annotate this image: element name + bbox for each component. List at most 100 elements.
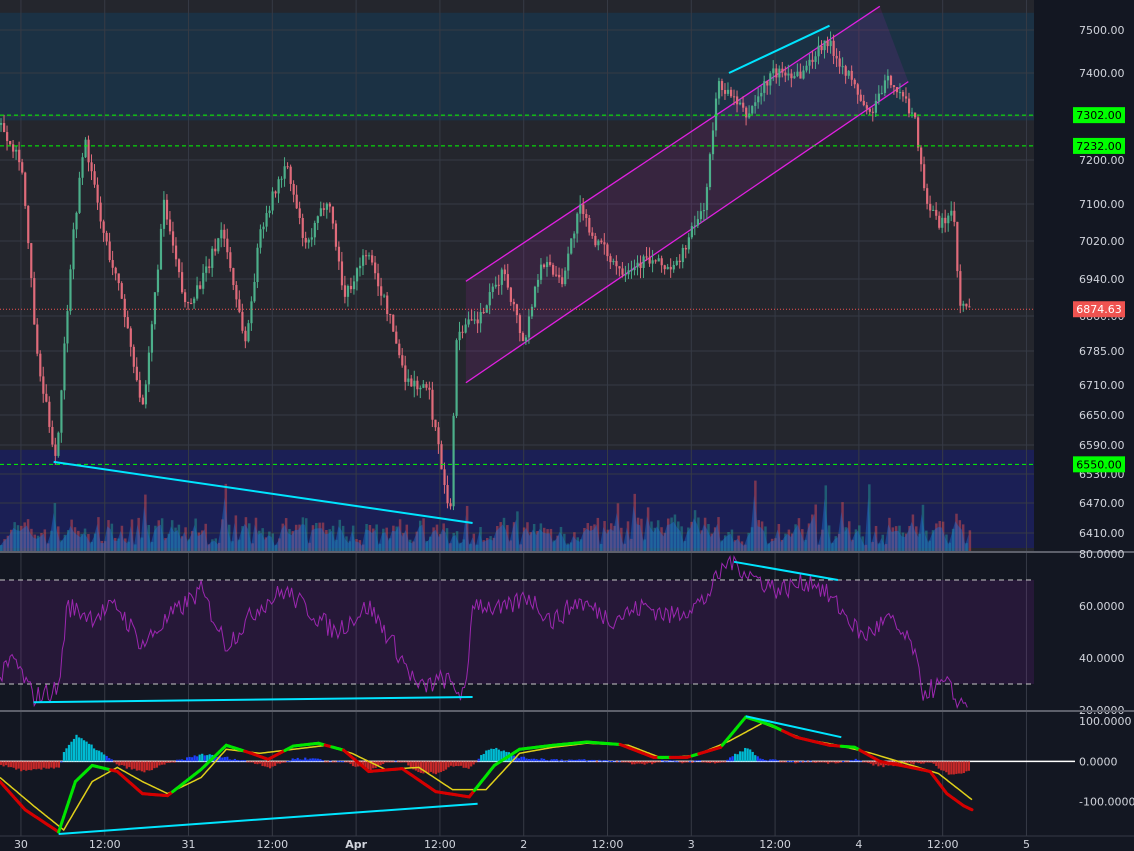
time-tick-label: 12:00 <box>89 838 121 851</box>
volume-bar <box>46 543 50 551</box>
volume-bar <box>251 543 254 551</box>
volume-bar <box>660 527 663 551</box>
histogram-bar <box>253 761 257 764</box>
candle-body <box>126 317 129 329</box>
volume-bar <box>147 525 150 551</box>
volume-bar <box>958 520 962 551</box>
volume-bar <box>30 528 33 551</box>
candle-body <box>437 427 440 445</box>
candle-body <box>624 274 627 276</box>
volume-bar <box>764 526 767 551</box>
candle-body <box>672 264 675 270</box>
candle-body <box>603 242 606 245</box>
volume-bar <box>791 533 794 551</box>
volume-bar <box>351 525 355 551</box>
candle-body <box>310 237 313 240</box>
candle-body <box>461 331 464 333</box>
candle-body <box>904 96 908 99</box>
histogram-bar <box>500 751 503 762</box>
histogram-bar <box>173 761 176 763</box>
candle-body <box>337 246 341 262</box>
volume-bar <box>87 534 90 551</box>
candle-body <box>253 281 256 302</box>
candle-body <box>564 270 567 285</box>
histogram-bar <box>394 760 397 762</box>
histogram-bar <box>143 761 146 773</box>
histogram-bar <box>610 760 614 762</box>
volume-bar <box>137 517 140 551</box>
candle-body <box>726 89 730 94</box>
histogram-bar <box>341 761 345 763</box>
candle-body <box>579 204 582 214</box>
candle-body <box>277 179 280 194</box>
candle-body <box>956 221 959 272</box>
candle-body <box>358 265 362 269</box>
volume-bar <box>566 543 569 551</box>
time-axis[interactable]: 30 12:00 31 12:00 Apr 12:00 2 12:00 3 12:00 4 12:00… <box>0 835 1134 851</box>
volume-bar <box>341 525 345 551</box>
histogram-bar <box>422 761 425 774</box>
histogram-bar <box>502 750 505 762</box>
volume-bar <box>382 528 385 551</box>
histogram-bar <box>535 759 538 762</box>
candle-body <box>69 269 72 312</box>
histogram-bar <box>87 743 91 762</box>
volume-bar <box>586 523 590 551</box>
candle-body <box>180 272 184 293</box>
candle-body <box>66 311 69 344</box>
volume-bar <box>801 529 804 551</box>
volume-bar <box>794 524 797 551</box>
histogram-bar <box>155 761 159 768</box>
candle-body <box>582 204 585 215</box>
candle-body <box>313 222 316 238</box>
candle-body <box>18 149 21 163</box>
volume-bar <box>83 528 87 551</box>
candle-body <box>639 262 642 268</box>
histogram-bar <box>437 761 440 773</box>
volume-bar <box>522 527 526 551</box>
histogram-bar <box>713 761 717 764</box>
time-tick-label: 12:00 <box>424 838 456 851</box>
histogram-bar <box>625 761 629 763</box>
candle-body <box>850 70 853 80</box>
histogram-bar <box>744 747 747 762</box>
volume-bar <box>744 544 747 551</box>
candle-body <box>856 84 859 95</box>
volume-bar <box>610 523 613 551</box>
histogram-bar <box>746 748 749 762</box>
candle-body <box>944 217 947 224</box>
volume-bar <box>365 523 368 551</box>
price-trendlines <box>53 24 830 524</box>
histogram-bar <box>60 761 63 763</box>
histogram-bar <box>75 734 78 762</box>
histogram-bar <box>542 758 546 762</box>
candle-body <box>663 265 666 270</box>
volume-bar <box>797 518 801 551</box>
volume-bar <box>170 520 174 551</box>
histogram-bar <box>256 761 259 765</box>
candle-body <box>307 239 310 243</box>
histogram-bar <box>314 758 317 762</box>
volume-bar <box>878 543 881 551</box>
histogram-bar <box>392 761 395 763</box>
histogram-bar <box>377 761 380 767</box>
volume-bar <box>217 542 221 551</box>
histogram-bar <box>588 760 591 762</box>
volume-bar <box>496 526 499 551</box>
histogram-bar <box>201 753 204 762</box>
histogram-bar <box>764 759 767 762</box>
candle-body <box>733 96 736 98</box>
volume-bar <box>821 529 824 551</box>
histogram-bar <box>480 755 483 762</box>
volume-bar <box>154 525 157 551</box>
histogram-bar <box>311 758 314 762</box>
histogram-bar <box>50 761 53 768</box>
candle-body <box>250 301 253 324</box>
volume-bar <box>90 541 93 551</box>
rsi-tick-label: 40.0000 <box>1079 652 1125 665</box>
histogram-bar <box>774 759 777 762</box>
candle-body <box>361 255 365 266</box>
candle-body <box>322 208 325 210</box>
histogram-bar <box>490 748 493 762</box>
